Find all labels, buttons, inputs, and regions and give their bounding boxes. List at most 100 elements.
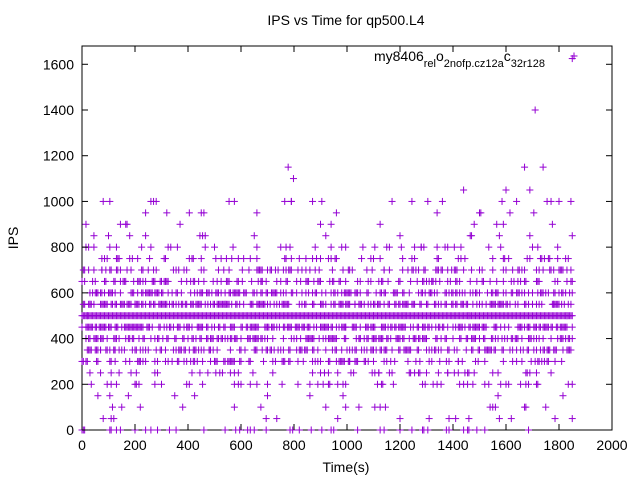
data-point xyxy=(342,335,350,343)
data-point xyxy=(547,369,555,377)
data-point xyxy=(106,197,114,205)
data-point xyxy=(568,380,576,388)
data-point xyxy=(452,415,460,423)
data-point xyxy=(110,415,118,423)
data-point xyxy=(428,357,436,365)
data-point xyxy=(396,415,404,423)
data-point xyxy=(199,357,207,365)
data-point xyxy=(486,277,494,285)
data-point xyxy=(163,209,171,217)
data-point xyxy=(103,335,111,343)
data-point xyxy=(461,255,469,263)
data-point xyxy=(450,243,458,251)
data-point xyxy=(264,380,271,388)
data-point xyxy=(489,255,497,263)
data-point xyxy=(405,289,413,297)
data-point xyxy=(326,357,334,365)
data-point xyxy=(489,266,497,274)
data-point xyxy=(371,243,379,251)
data-point xyxy=(454,369,462,377)
data-point xyxy=(279,335,287,343)
data-point xyxy=(330,426,338,434)
data-point xyxy=(164,289,172,297)
data-point xyxy=(505,323,513,331)
data-point xyxy=(196,369,204,377)
data-point xyxy=(354,357,362,365)
data-point xyxy=(342,323,350,331)
data-point xyxy=(185,380,193,388)
data-point xyxy=(479,277,487,285)
legend: my8406relo2nofp.cz12ac32r128 xyxy=(374,48,578,70)
data-point xyxy=(385,266,393,274)
data-point xyxy=(481,426,489,434)
data-point xyxy=(445,357,453,365)
data-point xyxy=(142,277,150,285)
data-point xyxy=(380,426,388,434)
data-point xyxy=(385,243,393,251)
data-point xyxy=(237,357,245,365)
data-point xyxy=(241,346,249,354)
data-point xyxy=(499,346,507,354)
data-point xyxy=(262,426,270,434)
data-point xyxy=(518,335,526,343)
data-point xyxy=(354,426,362,434)
legend-marker xyxy=(570,52,578,60)
data-point xyxy=(152,197,160,205)
data-point xyxy=(342,243,350,251)
data-point xyxy=(295,255,303,263)
data-point xyxy=(470,369,478,377)
data-point xyxy=(388,369,396,377)
data-point xyxy=(136,403,144,411)
data-point xyxy=(544,357,552,365)
data-point xyxy=(408,426,416,434)
data-point xyxy=(438,197,446,205)
data-point xyxy=(221,426,229,434)
data-point xyxy=(284,163,292,171)
data-point xyxy=(411,243,419,251)
data-point xyxy=(99,415,107,423)
legend-plus-icon xyxy=(570,52,578,60)
data-point xyxy=(433,243,441,251)
data-point xyxy=(513,357,521,365)
data-point xyxy=(213,357,221,365)
data-point xyxy=(444,243,452,251)
data-point xyxy=(339,392,347,400)
data-point xyxy=(359,243,367,251)
data-point xyxy=(94,392,102,400)
data-point xyxy=(172,335,180,343)
data-point xyxy=(309,197,317,205)
data-point xyxy=(177,289,185,297)
data-point xyxy=(551,357,559,365)
data-point xyxy=(257,403,265,411)
data-point xyxy=(477,209,485,217)
data-point xyxy=(107,369,115,377)
data-point xyxy=(250,426,258,434)
data-point xyxy=(246,255,254,263)
data-point xyxy=(568,232,576,240)
data-point xyxy=(154,357,162,365)
x-tick-label: 1600 xyxy=(490,437,521,453)
data-point xyxy=(381,289,389,297)
data-point xyxy=(90,300,98,308)
data-point xyxy=(191,277,199,285)
data-point xyxy=(306,392,314,400)
data-point xyxy=(326,380,334,388)
data-point xyxy=(384,277,392,285)
data-point xyxy=(273,415,281,423)
data-point xyxy=(525,380,533,388)
data-point xyxy=(407,277,415,285)
data-point xyxy=(246,380,254,388)
data-point xyxy=(526,186,534,194)
data-point xyxy=(468,266,476,274)
data-point xyxy=(127,266,135,274)
data-point xyxy=(176,220,184,228)
data-point xyxy=(144,346,152,354)
data-point xyxy=(505,255,513,263)
data-point xyxy=(529,289,536,297)
y-tick-label: 200 xyxy=(51,376,75,392)
data-point xyxy=(230,323,238,331)
data-point xyxy=(237,380,245,388)
data-point xyxy=(287,266,295,274)
data-point xyxy=(106,243,114,251)
